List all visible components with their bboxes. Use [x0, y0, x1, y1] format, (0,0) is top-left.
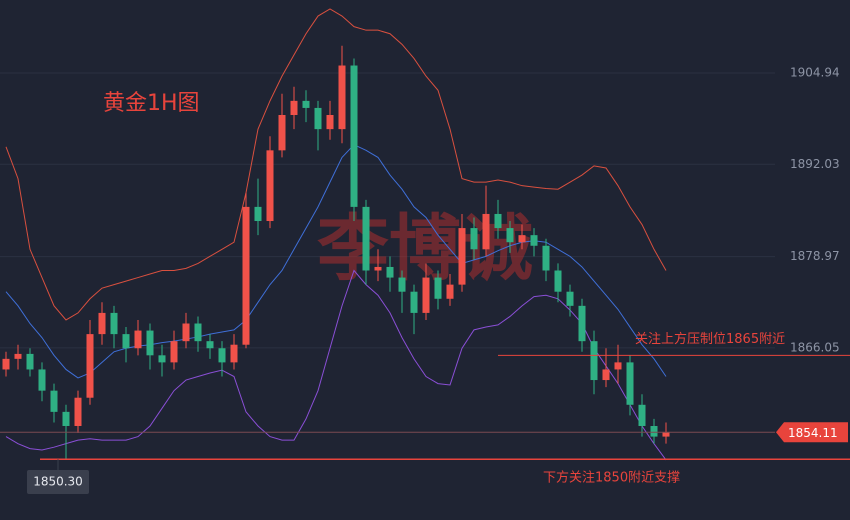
candle-body — [62, 411, 70, 426]
candle-body — [134, 330, 142, 349]
candle-body — [194, 323, 202, 342]
candle-body — [362, 206, 370, 271]
candle-body — [290, 100, 298, 115]
band-line — [5, 144, 667, 379]
candle-body — [170, 341, 178, 363]
candle-body — [26, 353, 34, 370]
candle-body — [482, 213, 490, 250]
candle-body — [422, 277, 430, 313]
candle-body — [374, 266, 382, 271]
candle-body — [578, 305, 586, 342]
candle-body — [602, 369, 610, 381]
y-tick-label: 1904.94 — [790, 66, 840, 80]
candle-body — [230, 344, 238, 363]
candle-body — [350, 65, 358, 207]
candle-body — [146, 330, 154, 356]
candle-body — [626, 362, 634, 405]
candle-body — [410, 291, 418, 313]
candle-body — [566, 291, 574, 306]
band-line — [5, 8, 667, 321]
candle-body — [518, 235, 526, 243]
candle-body — [446, 284, 454, 299]
candle-body — [266, 150, 274, 222]
candle-body — [434, 277, 442, 299]
y-tick-label: 1892.03 — [790, 157, 840, 171]
candle-body — [506, 228, 514, 243]
candle-body — [2, 358, 10, 370]
candle-body — [302, 100, 310, 108]
candle-body — [530, 235, 538, 246]
candle-body — [638, 404, 646, 426]
candle-body — [38, 369, 46, 391]
last-price-tag — [776, 422, 848, 443]
candle-body — [50, 390, 58, 412]
band-line — [5, 269, 667, 461]
candle-body — [662, 432, 670, 437]
candle-body — [254, 206, 262, 222]
candle-body — [74, 397, 82, 426]
candle-body — [98, 312, 106, 335]
annotation: 下方关注1850附近支撑 — [543, 470, 680, 486]
candle-body — [614, 362, 622, 370]
candle-body — [158, 355, 166, 363]
y-tick-label: 1866.05 — [790, 340, 840, 354]
candle-body — [110, 312, 118, 335]
candle-body — [650, 425, 658, 437]
candle-body — [278, 114, 286, 151]
candle-body — [398, 277, 406, 292]
candle-body — [386, 266, 394, 278]
low-label-box — [27, 470, 89, 494]
candle-body — [554, 270, 562, 292]
candle-body — [470, 228, 478, 250]
candle-body — [338, 65, 346, 130]
low-label: 1850.30 — [33, 475, 83, 489]
last-price-label: 1854.11 — [788, 426, 838, 440]
candle-body — [494, 213, 502, 229]
annotation: 关注上方压制位1865附近 — [635, 331, 785, 347]
candle-body — [86, 334, 94, 398]
candle-body — [458, 228, 466, 285]
candle-body — [542, 245, 550, 271]
candle-body — [590, 341, 598, 381]
candle-body — [206, 341, 214, 349]
candle-body — [314, 107, 322, 130]
candle-body — [122, 334, 130, 349]
y-tick-label: 1878.97 — [790, 249, 840, 263]
candle-body — [14, 353, 22, 359]
candle-body — [218, 348, 226, 363]
chart-title: 黄金1H图 — [103, 91, 200, 116]
candle-body — [182, 323, 190, 342]
candle-body — [242, 206, 250, 345]
candle-body — [326, 114, 334, 130]
